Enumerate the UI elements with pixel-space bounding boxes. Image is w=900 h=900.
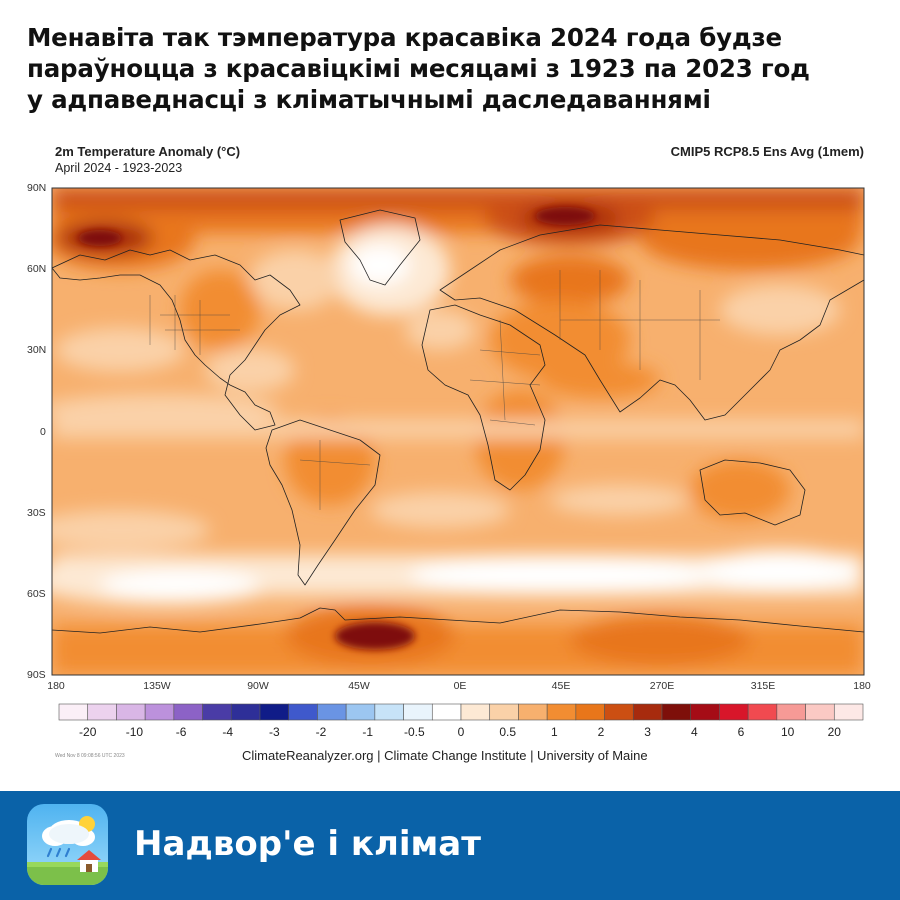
colorbar-swatch bbox=[719, 703, 749, 721]
colorbar-swatch bbox=[58, 703, 89, 721]
colorbar-tick-label: 0 bbox=[457, 725, 465, 739]
colorbar-swatch bbox=[546, 703, 577, 721]
colorbar-swatch bbox=[575, 703, 605, 721]
colorbar-swatch bbox=[805, 703, 835, 721]
colorbar-swatch bbox=[518, 703, 548, 721]
colorbar-swatch bbox=[431, 703, 462, 721]
headline: Менавіта так тэмпература красавіка 2024 … bbox=[27, 22, 877, 115]
headline-line-3: у адпаведнасці з кліматычнымі даследаван… bbox=[27, 85, 711, 114]
colorbar-tick-label: 20 bbox=[827, 725, 841, 739]
colorbar-swatch bbox=[833, 703, 864, 721]
map-title: 2m Temperature Anomaly (°C) bbox=[55, 144, 241, 159]
colorbar-swatch bbox=[317, 703, 347, 721]
credit-line: ClimateReanalyzer.org | Climate Change I… bbox=[242, 748, 648, 763]
model-label: CMIP5 RCP8.5 Ens Avg (1mem) bbox=[670, 144, 864, 159]
lat-label-60n: 60N bbox=[27, 263, 47, 275]
lat-label-90n: 90N bbox=[27, 182, 47, 194]
footer-banner: Надвор'е і клімат bbox=[0, 791, 900, 900]
colorbar-swatch bbox=[230, 703, 261, 721]
colorbar-swatch bbox=[489, 703, 519, 721]
colorbar-swatch bbox=[632, 703, 663, 721]
lat-label-30n: 30N bbox=[27, 344, 47, 356]
colorbar-tick-label: 0.5 bbox=[499, 725, 516, 739]
lat-label-30s: 30S bbox=[27, 507, 46, 519]
lon-label-180e: 180 bbox=[853, 680, 871, 692]
colorbar-swatch bbox=[776, 703, 806, 721]
colorbar-tick-label: 2 bbox=[597, 725, 605, 739]
headline-line-2: параўноцца з красавіцкімі месяцамі з 192… bbox=[27, 54, 810, 83]
colorbar-swatch bbox=[202, 703, 232, 721]
map-field bbox=[52, 188, 864, 675]
lat-label-90s: 90S bbox=[27, 669, 46, 681]
colorbar-tick-label: 3 bbox=[644, 725, 651, 739]
colorbar-tick-label: -20 bbox=[79, 725, 97, 739]
lat-label-60s: 60S bbox=[27, 588, 46, 600]
timestamp: Wed Nov 8 09:08:56 UTC 2023 bbox=[55, 753, 125, 759]
colorbar-tick-label: -4 bbox=[222, 725, 234, 739]
weather-cloud-rain-house-icon bbox=[27, 804, 108, 885]
colorbar-swatch bbox=[690, 703, 720, 721]
colorbar-tick-label: -10 bbox=[125, 725, 144, 739]
country-borders bbox=[149, 270, 720, 510]
colorbar-swatch bbox=[87, 703, 117, 721]
colorbar-swatch bbox=[374, 703, 404, 721]
lon-label-90w: 90W bbox=[247, 680, 269, 692]
lon-label-45w: 45W bbox=[348, 680, 370, 692]
colorbar bbox=[58, 703, 864, 721]
colorbar-tick-label: -0.5 bbox=[403, 725, 425, 739]
colorbar-swatch bbox=[747, 703, 778, 721]
colorbar-tick-label: 6 bbox=[737, 725, 745, 739]
colorbar-tick-label: -2 bbox=[315, 725, 327, 739]
colorbar-tick-label: -6 bbox=[175, 725, 187, 739]
lon-label-135w: 135W bbox=[143, 680, 171, 692]
colorbar-swatch bbox=[259, 703, 290, 721]
colorbar-tick-label: 10 bbox=[780, 725, 795, 739]
colorbar-tick-label: -1 bbox=[362, 725, 374, 739]
colorbar-swatch bbox=[403, 703, 433, 721]
colorbar-tick-label: 1 bbox=[550, 725, 558, 739]
headline-line-1: Менавіта так тэмпература красавіка 2024 … bbox=[27, 23, 782, 52]
colorbar-swatch bbox=[116, 703, 146, 721]
colorbar-swatch bbox=[604, 703, 634, 721]
colorbar-swatch bbox=[345, 703, 376, 721]
colorbar-tick-label: -3 bbox=[269, 725, 280, 739]
temperature-anomaly-map bbox=[51, 187, 865, 676]
lon-label-315e: 315E bbox=[750, 680, 776, 692]
lon-label-180w: 180 bbox=[47, 680, 65, 692]
colorbar-swatch bbox=[661, 703, 692, 721]
colorbar-swatch bbox=[460, 703, 491, 721]
colorbar-swatch bbox=[173, 703, 203, 721]
lat-label-0: 0 bbox=[40, 426, 46, 438]
lon-label-45e: 45E bbox=[551, 680, 571, 692]
brand-name: Надвор'е і клімат bbox=[134, 824, 481, 864]
lon-label-270e: 270E bbox=[649, 680, 675, 692]
colorbar-swatch bbox=[288, 703, 318, 721]
colorbar-tick-label: 4 bbox=[690, 725, 698, 739]
map-subtitle: April 2024 - 1923-2023 bbox=[55, 161, 183, 175]
colorbar-swatch bbox=[144, 703, 175, 721]
lon-label-0e: 0E bbox=[453, 680, 467, 692]
coastlines bbox=[52, 209, 864, 634]
